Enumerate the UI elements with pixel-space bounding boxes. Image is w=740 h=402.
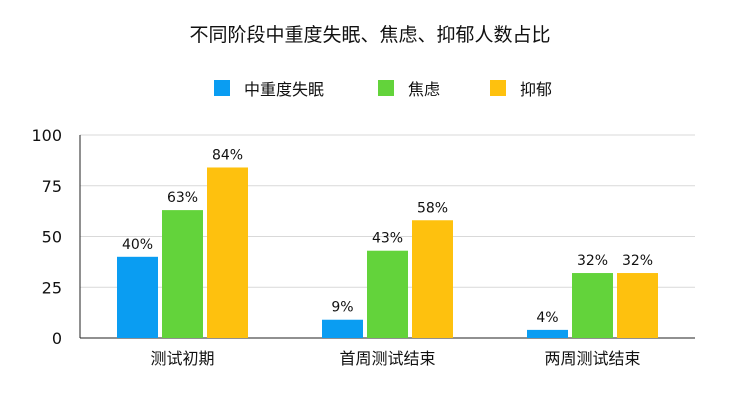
data-label: 32% [577, 253, 608, 269]
legend-label-depression: 抑郁 [520, 80, 553, 99]
bar [412, 220, 453, 338]
bar [367, 250, 408, 338]
data-label: 32% [622, 253, 653, 269]
data-label: 58% [417, 200, 448, 216]
y-tick-label: 25 [42, 278, 62, 297]
data-label: 43% [372, 231, 403, 247]
bar [162, 210, 203, 338]
x-tick-label: 两周测试结束 [544, 349, 640, 368]
y-tick-label: 100 [31, 126, 62, 145]
chart-legend: 中重度失眠 焦虑 抑郁 [0, 76, 740, 100]
legend-swatch-anxiety [378, 80, 394, 96]
data-label: 40% [122, 237, 153, 253]
legend-label-insomnia: 中重度失眠 [244, 80, 325, 99]
bar [527, 329, 568, 338]
legend-swatch-depression [490, 80, 506, 96]
bar [117, 256, 158, 338]
y-tick-label: 0 [52, 329, 62, 348]
data-label: 9% [331, 300, 353, 316]
legend-label-anxiety: 焦虑 [408, 80, 441, 99]
chart-title: 不同阶段中重度失眠、焦虑、抑郁人数占比 [189, 24, 551, 46]
y-tick-label: 75 [42, 177, 62, 196]
legend-swatch-insomnia [214, 80, 230, 96]
y-tick-label: 50 [42, 228, 62, 247]
bar [617, 273, 658, 338]
data-label: 84% [212, 147, 243, 163]
bar [322, 319, 363, 338]
bar [572, 273, 613, 338]
legend-item-insomnia: 中重度失眠 [214, 76, 324, 100]
legend-item-anxiety: 焦虑 [378, 76, 440, 100]
x-tick-label: 测试初期 [150, 349, 214, 368]
data-label: 4% [536, 310, 558, 326]
data-label: 63% [167, 190, 198, 206]
x-tick-label: 首周测试结束 [339, 349, 435, 368]
bar [207, 167, 248, 338]
legend-item-depression: 抑郁 [490, 76, 552, 100]
